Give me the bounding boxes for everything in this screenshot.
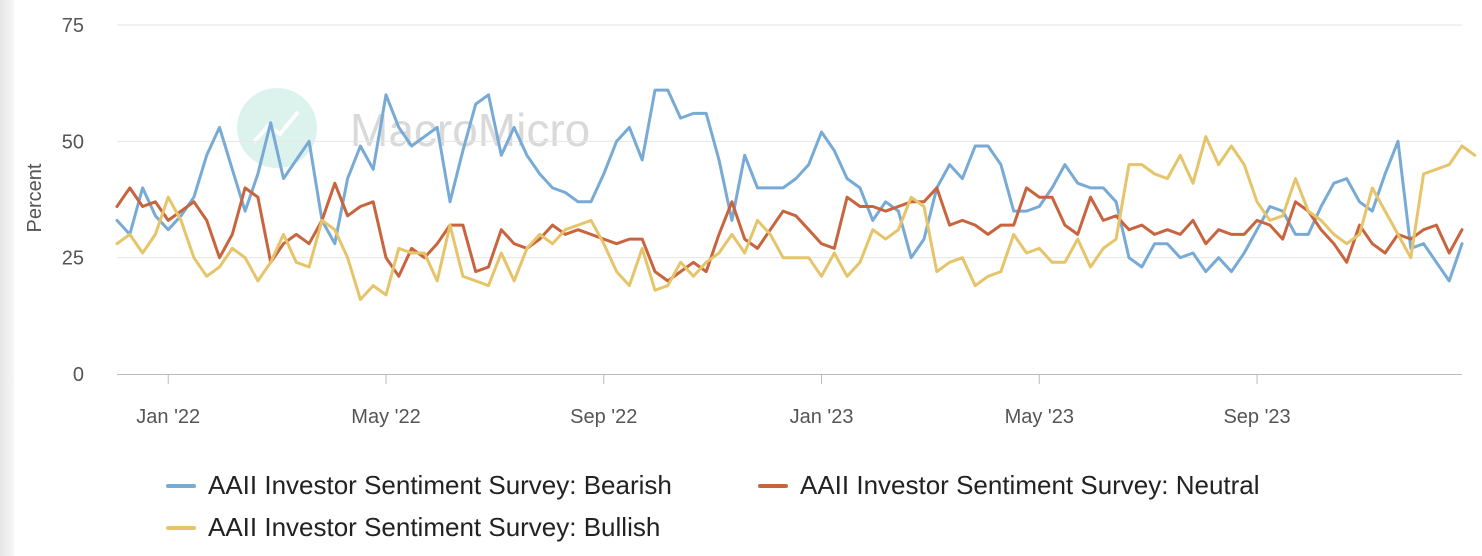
- y-axis-ticks: 0 25 50 75: [62, 15, 84, 386]
- x-tick-label: Jan '22: [136, 406, 200, 428]
- legend-label-bullish: AAII Investor Sentiment Survey: Bullish: [208, 512, 661, 542]
- x-tick-label: May '22: [351, 406, 420, 428]
- y-tick-label: 0: [73, 364, 84, 386]
- window-edge: [0, 0, 14, 556]
- legend-item-bearish[interactable]: AAII Investor Sentiment Survey: Bearish: [166, 470, 672, 501]
- y-axis-title: Percent: [24, 163, 46, 232]
- x-tick-label: Sep '23: [1223, 406, 1290, 428]
- legend-swatch-bearish: [166, 483, 196, 488]
- y-tick-label: 50: [62, 131, 84, 153]
- x-tick-label: Sep '22: [570, 406, 637, 428]
- x-tick-label: Jan '23: [790, 406, 854, 428]
- y-tick-label: 75: [62, 15, 84, 37]
- x-axis: Jan '22 May '22 Sep '22 Jan '23 May '23 Sep '…: [117, 374, 1462, 428]
- watermark-trend-icon: [252, 110, 300, 144]
- y-tick-label: 25: [62, 248, 84, 270]
- legend-item-bullish[interactable]: AAII Investor Sentiment Survey: Bullish: [166, 512, 660, 543]
- series-line-neutral: [115, 181, 1464, 283]
- series-line-bearish: [115, 88, 1464, 283]
- watermark-logo-icon: [237, 88, 317, 168]
- legend-label-bearish: AAII Investor Sentiment Survey: Bearish: [208, 470, 672, 500]
- x-tick-label: May '23: [1005, 406, 1074, 428]
- legend-swatch-neutral: [758, 483, 788, 488]
- watermark: MacroMicro: [237, 88, 590, 168]
- legend-item-neutral[interactable]: AAII Investor Sentiment Survey: Neutral: [758, 470, 1260, 501]
- series-line-bullish: [115, 135, 1477, 301]
- legend-label-neutral: AAII Investor Sentiment Survey: Neutral: [800, 470, 1260, 500]
- legend-swatch-bullish: [166, 525, 196, 530]
- line-chart: MacroMicro 0 25 50 75 Jan '22 May '22 Sep '22…: [24, 15, 1477, 428]
- series-lines: [115, 88, 1477, 301]
